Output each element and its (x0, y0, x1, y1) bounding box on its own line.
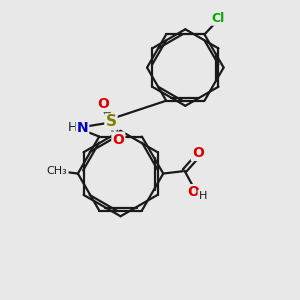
Text: S: S (106, 114, 116, 129)
Text: N: N (76, 121, 88, 135)
Text: Cl: Cl (212, 12, 225, 25)
Text: O: O (112, 133, 124, 146)
Text: H: H (199, 190, 207, 201)
Text: H: H (68, 121, 77, 134)
Text: O: O (98, 97, 109, 111)
Text: CH₃: CH₃ (47, 167, 68, 176)
Text: O: O (187, 185, 199, 199)
Text: O: O (192, 146, 204, 160)
